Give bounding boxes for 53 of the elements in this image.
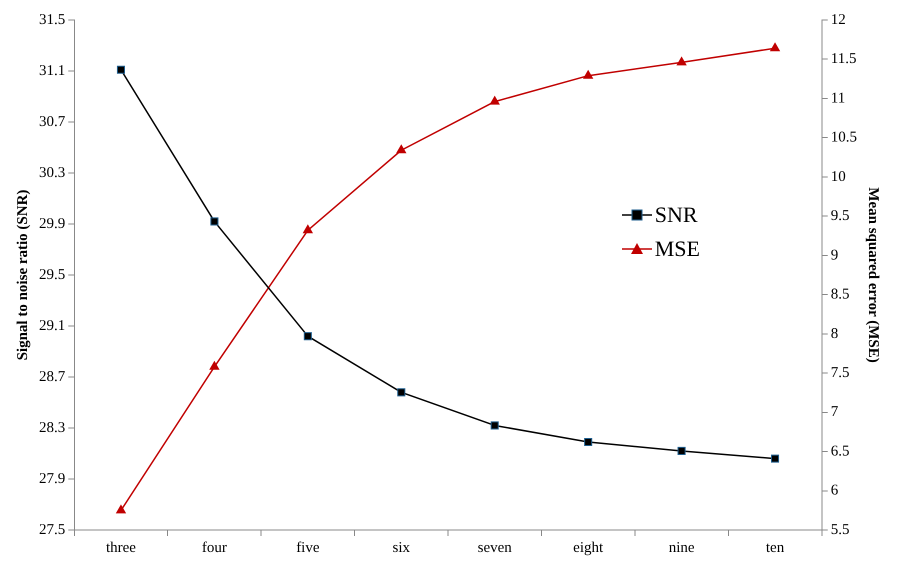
y-tick-label: 28.7 — [39, 368, 66, 385]
x-tick-label: four — [202, 540, 227, 556]
y2-tick-label: 9 — [830, 247, 838, 264]
point — [397, 388, 406, 396]
y2-tick-label: 8 — [830, 326, 838, 342]
point — [678, 446, 686, 455]
x-tick-label: six — [392, 540, 411, 556]
point — [303, 224, 313, 234]
y2-tick-label: 12 — [830, 12, 846, 28]
point — [770, 42, 780, 52]
y-axis-title: Signal to noise ratio (SNR) — [14, 190, 31, 360]
y2-tick-label: 10 — [830, 168, 846, 185]
y-tick-label: 29.1 — [39, 318, 66, 334]
x-tick-label: ten — [766, 540, 785, 556]
point — [304, 332, 312, 340]
y2-tick-label: 7 — [830, 404, 839, 420]
y-tick-label: 27.5 — [39, 522, 66, 538]
y2-tick-label: 7.5 — [830, 365, 850, 382]
x-tick-label: nine — [668, 540, 695, 556]
y2-tick-label: 11.5 — [830, 51, 856, 68]
point — [490, 96, 500, 105]
y-tick-label: 30.7 — [39, 114, 66, 130]
y-tick-label: 30.3 — [39, 164, 66, 181]
point — [676, 56, 686, 66]
y-tick-label: 28.3 — [39, 420, 66, 436]
y-tick-label: 29.9 — [39, 216, 66, 232]
legend-label: SNR — [654, 202, 698, 228]
y-tick-label: 27.9 — [39, 470, 66, 487]
y-tick-label: 31.1 — [39, 62, 66, 79]
point — [584, 438, 592, 446]
y-tick-label: 31.5 — [39, 12, 66, 28]
point — [490, 421, 499, 430]
legend-label: MSE — [654, 236, 700, 262]
x-tick-label: three — [106, 540, 136, 556]
point — [210, 217, 218, 226]
point — [583, 70, 593, 79]
y2-tick-label: 6.5 — [830, 443, 850, 460]
y2-tick-label: 11 — [830, 90, 846, 106]
y2-axis-title: Mean squared error (MSE) — [865, 187, 882, 363]
point — [210, 361, 220, 370]
x-tick-label: seven — [478, 540, 512, 556]
y-tick-label: 29.5 — [39, 266, 66, 283]
x-tick-label: five — [296, 540, 320, 556]
point — [396, 144, 406, 154]
y2-tick-label: 9.5 — [830, 208, 850, 224]
x-tick-label: eight — [573, 540, 604, 556]
y2-tick-label: 8.5 — [830, 286, 850, 303]
point — [770, 454, 780, 463]
point — [116, 66, 126, 74]
point — [116, 504, 126, 514]
y2-tick-label: 5.5 — [830, 522, 850, 538]
y2-tick-label: 10.5 — [830, 130, 857, 146]
y2-tick-label: 6 — [830, 482, 839, 499]
